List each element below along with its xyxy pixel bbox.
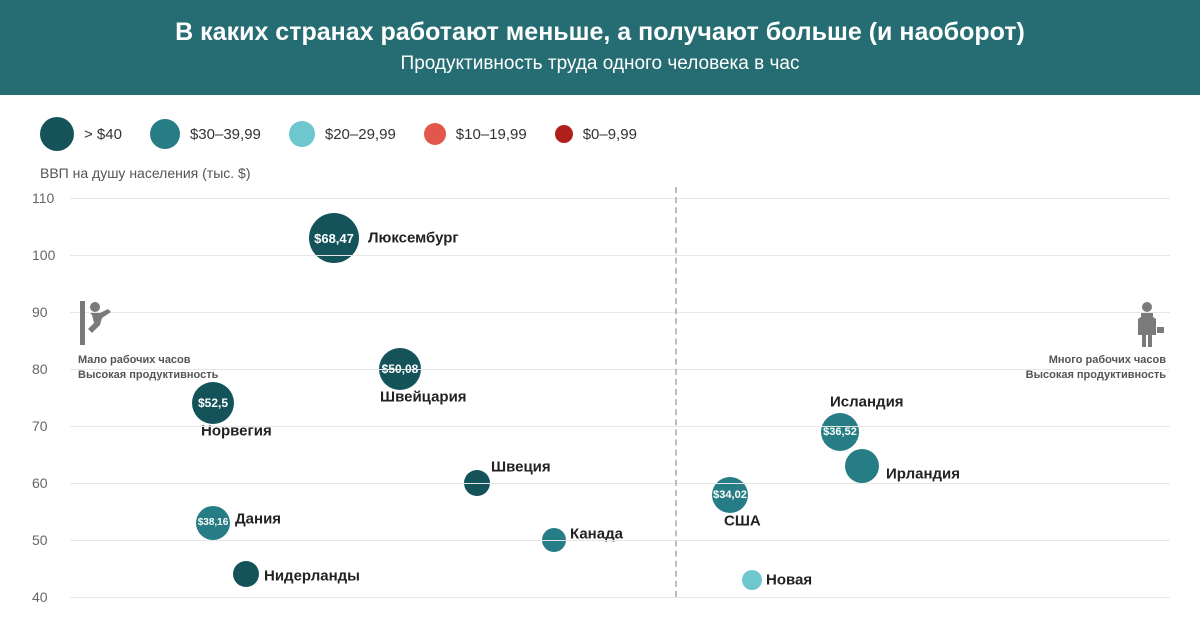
legend-item-3: $10–19,99 xyxy=(424,123,527,145)
vertical-divider xyxy=(675,187,677,597)
y-tick-label: 60 xyxy=(32,475,48,491)
relaxing-person-icon xyxy=(78,301,120,349)
legend-item-4: $0–9,99 xyxy=(555,125,637,143)
y-tick-label: 100 xyxy=(32,247,55,263)
y-tick-label: 80 xyxy=(32,361,48,377)
corner-note-line: Высокая продуктивность xyxy=(1026,368,1166,383)
data-label: Швейцария xyxy=(380,389,467,406)
gridline xyxy=(70,369,1170,370)
data-label: Люксембург xyxy=(368,230,459,247)
legend-swatch xyxy=(150,119,180,149)
legend-swatch xyxy=(289,121,315,147)
data-label: Швеция xyxy=(491,459,551,476)
data-bubble: $38,16 xyxy=(196,506,230,540)
data-label: США xyxy=(724,512,761,529)
legend-item-0: > $40 xyxy=(40,117,122,151)
legend-swatch xyxy=(555,125,573,143)
legend: > $40 $30–39,99 $20–29,99 $10–19,99 $0–9,99 xyxy=(0,95,1200,165)
data-bubble: $36,52 xyxy=(821,413,859,451)
gridline xyxy=(70,597,1170,598)
gridline xyxy=(70,483,1170,484)
y-axis-title: ВВП на душу населения (тыс. $) xyxy=(0,165,1200,187)
gridline xyxy=(70,198,1170,199)
data-bubble: $52,5 xyxy=(192,382,234,424)
y-tick-label: 90 xyxy=(32,304,48,320)
corner-note-line: Много рабочих часов xyxy=(1026,353,1166,368)
data-label: Дания xyxy=(235,510,281,527)
legend-label: $0–9,99 xyxy=(583,126,637,143)
y-tick-label: 40 xyxy=(32,589,48,605)
data-bubble xyxy=(742,570,762,590)
legend-label: $30–39,99 xyxy=(190,126,261,143)
data-label: Ирландия xyxy=(886,466,960,483)
data-label: Нидерланды xyxy=(264,568,360,585)
data-label: Исландия xyxy=(830,393,904,410)
chart-subtitle: Продуктивность труда одного человека в ч… xyxy=(20,53,1180,75)
corner-note-top-left: Мало рабочих часовВысокая продуктивность xyxy=(78,301,218,383)
gridline xyxy=(70,312,1170,313)
data-label: Новая xyxy=(766,571,812,588)
gridline xyxy=(70,255,1170,256)
y-tick-label: 50 xyxy=(32,532,48,548)
legend-swatch xyxy=(40,117,74,151)
data-bubble xyxy=(233,561,259,587)
legend-item-1: $30–39,99 xyxy=(150,119,261,149)
businessman-icon xyxy=(1132,301,1166,349)
chart-title: В каких странах работают меньше, а получ… xyxy=(20,18,1180,47)
legend-label: > $40 xyxy=(84,126,122,143)
data-bubble: $34,02 xyxy=(712,477,748,513)
corner-note-line: Высокая продуктивность xyxy=(78,368,218,383)
legend-label: $20–29,99 xyxy=(325,126,396,143)
corner-note-line: Мало рабочих часов xyxy=(78,353,218,368)
data-bubble xyxy=(845,449,879,483)
legend-label: $10–19,99 xyxy=(456,126,527,143)
chart-plot-area: $68,47Люксембург$50,08Швейцария$52,5Норв… xyxy=(70,187,1170,597)
legend-swatch xyxy=(424,123,446,145)
legend-item-2: $20–29,99 xyxy=(289,121,396,147)
y-tick-label: 70 xyxy=(32,418,48,434)
y-tick-label: 110 xyxy=(32,190,54,206)
corner-note-top-right: Много рабочих часовВысокая продуктивност… xyxy=(1026,301,1166,383)
gridline xyxy=(70,426,1170,427)
chart-header: В каких странах работают меньше, а получ… xyxy=(0,0,1200,95)
gridline xyxy=(70,540,1170,541)
